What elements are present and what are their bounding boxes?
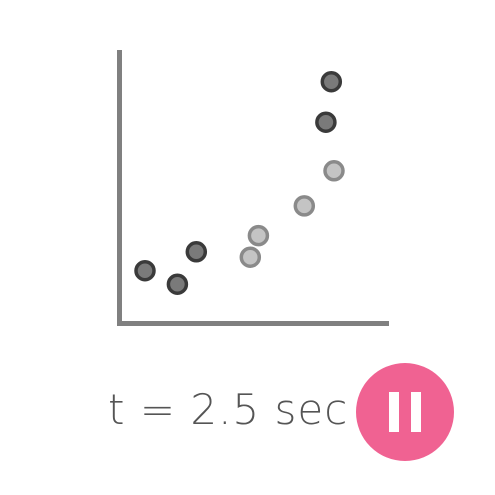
data-point-light-3 [293, 195, 316, 217]
pause-bar-left [389, 392, 399, 432]
pause-bar-right [411, 392, 421, 432]
data-points [134, 70, 345, 295]
pause-icon [386, 392, 424, 432]
data-point-dark-3 [185, 241, 208, 263]
data-point-dark-1 [134, 259, 156, 282]
data-point-dark-4 [315, 111, 337, 133]
data-point-dark-2 [166, 273, 189, 295]
data-point-light-4 [323, 160, 345, 182]
scatter-plot [117, 50, 389, 326]
data-point-dark-5 [320, 70, 343, 93]
data-point-light-1 [239, 246, 262, 268]
pause-button[interactable] [356, 363, 454, 461]
time-readout: t = 2.5 sec [108, 385, 349, 434]
data-point-light-2 [247, 224, 270, 247]
